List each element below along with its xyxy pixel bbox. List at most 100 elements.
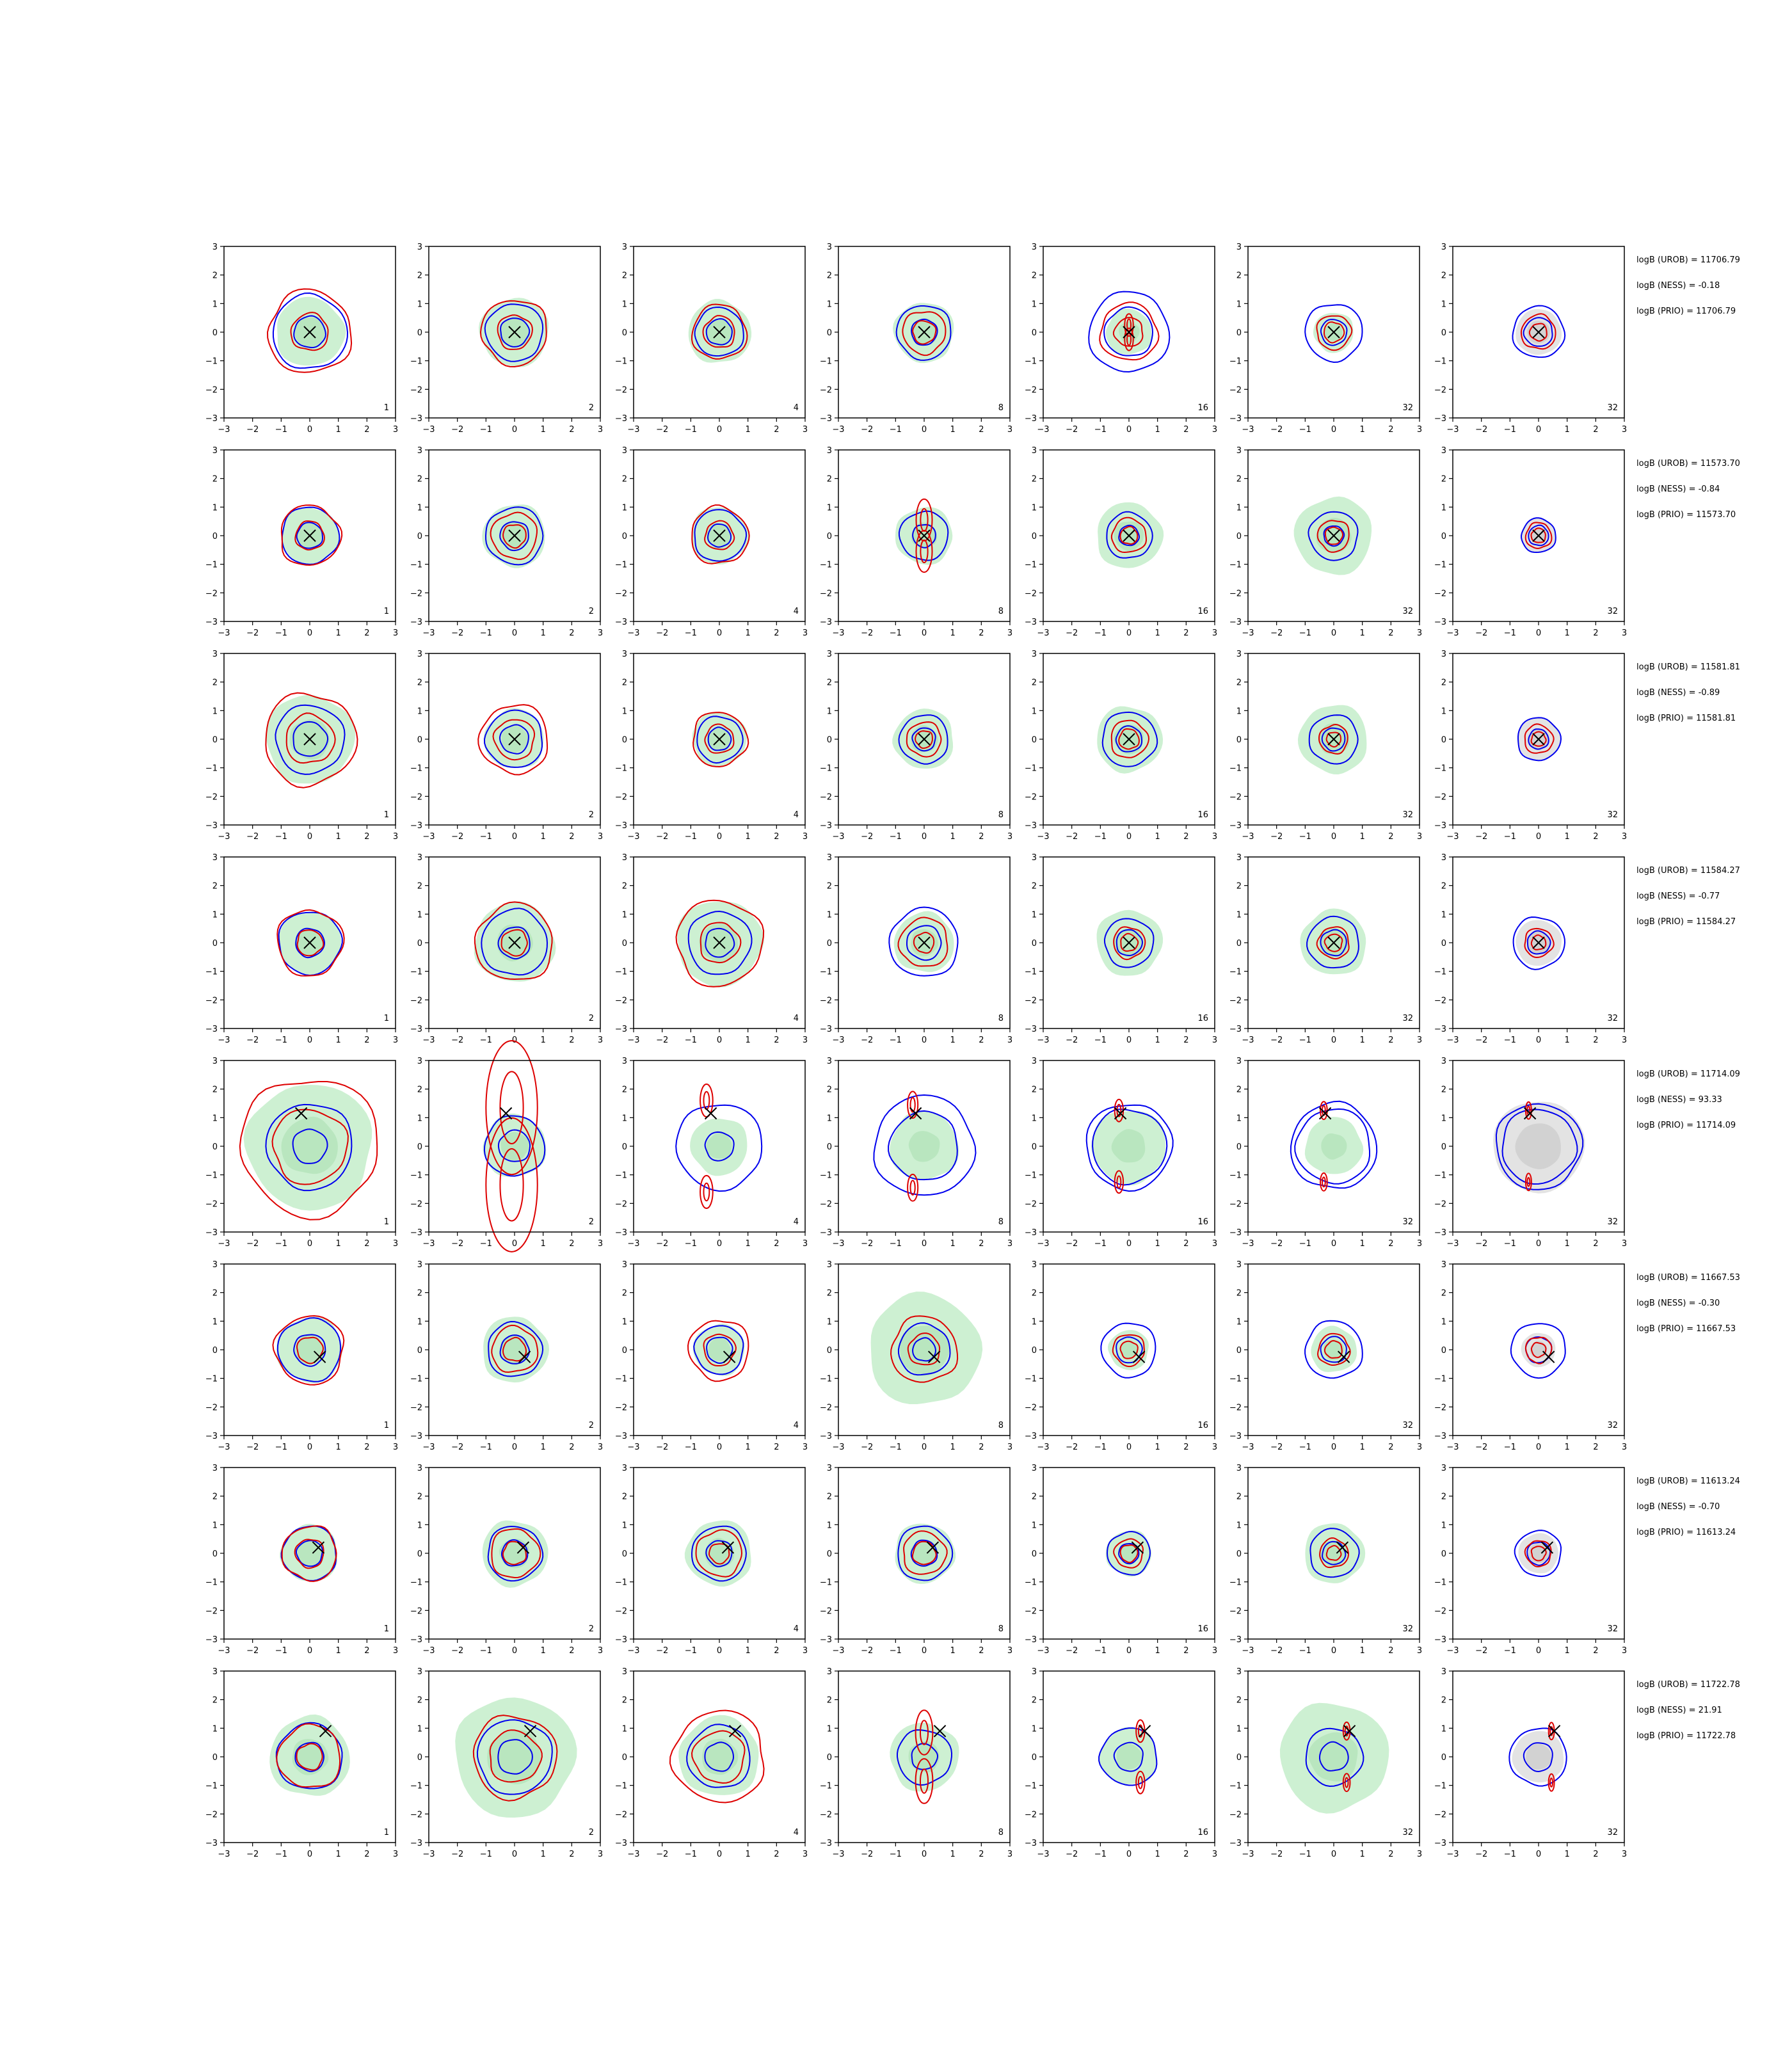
blue-contour — [280, 1525, 337, 1581]
x-tick-label: 1 — [950, 1443, 956, 1452]
y-tick-label: −1 — [1229, 357, 1242, 367]
y-tick-label: 0 — [1236, 1549, 1242, 1559]
y-tick-label: 0 — [212, 328, 218, 338]
x-tick-label: −2 — [1270, 628, 1283, 638]
y-tick-label: −3 — [820, 1839, 832, 1848]
y-tick-label: 0 — [827, 735, 832, 745]
x-tick-label: 3 — [598, 628, 603, 638]
x-tick-label: 2 — [1388, 1239, 1393, 1249]
y-tick-label: −1 — [1025, 1171, 1037, 1181]
y-tick-label: −1 — [1434, 764, 1446, 774]
y-tick-label: −2 — [205, 1810, 218, 1820]
x-tick-label: −2 — [1270, 1443, 1283, 1452]
y-tick-label: 1 — [1441, 1724, 1446, 1734]
y-tick-label: 1 — [1236, 1114, 1242, 1123]
panel-number-label: 1 — [384, 810, 389, 820]
y-tick-label: 3 — [417, 1464, 422, 1473]
y-tick-label: −3 — [615, 1635, 627, 1645]
x-tick-label: 0 — [307, 832, 312, 842]
x-tick-label: 2 — [774, 1850, 779, 1859]
y-tick-label: 3 — [212, 853, 218, 863]
red-contour — [1112, 317, 1144, 347]
x-tick-label: 2 — [1388, 832, 1393, 842]
log-bayes-label: logB (UROB) = 11722.78 — [1636, 1680, 1740, 1690]
blue-contour — [1512, 305, 1566, 358]
x-tick-label: 1 — [746, 425, 751, 435]
density-core — [500, 1132, 529, 1161]
x-tick-label: 0 — [717, 425, 722, 435]
x-tick-label: −1 — [890, 1443, 902, 1452]
red-contour — [1112, 1334, 1146, 1368]
y-tick-label: −3 — [1025, 1635, 1037, 1645]
y-tick-label: 1 — [1032, 1317, 1037, 1327]
y-tick-label: 2 — [212, 1085, 218, 1095]
x-tick-label: −2 — [861, 832, 873, 842]
x-tick-label: −1 — [1299, 628, 1311, 638]
x-tick-label: −1 — [890, 1850, 902, 1859]
y-tick-label: 0 — [1236, 1346, 1242, 1356]
x-tick-label: −2 — [451, 1443, 463, 1452]
y-tick-label: −1 — [205, 561, 218, 570]
blue-contour — [296, 522, 324, 549]
x-tick-label: 1 — [1155, 1443, 1160, 1452]
panel-number-label: 32 — [1402, 1014, 1413, 1023]
red-contour — [1530, 1546, 1547, 1562]
y-tick-label: 2 — [417, 1289, 422, 1299]
x-tick-label: −1 — [480, 628, 492, 638]
x-tick-label: 2 — [1388, 1036, 1393, 1045]
y-tick-label: −1 — [615, 1375, 627, 1384]
x-tick-label: 2 — [979, 425, 984, 435]
x-tick-label: 2 — [1388, 628, 1393, 638]
x-tick-label: 3 — [1007, 1646, 1012, 1656]
true-value-marker — [918, 733, 931, 746]
red-contour — [294, 520, 325, 551]
y-tick-label: −1 — [820, 1375, 832, 1384]
panel-number-label: 16 — [1197, 1421, 1208, 1430]
x-tick-label: 0 — [307, 1239, 312, 1249]
true-value-marker — [1123, 733, 1135, 746]
x-tick-label: −1 — [685, 1443, 697, 1452]
panel-r2-c5: −3 −2 −1 0 1 2 3 3 2 1 0 −1 −2 −3 16 — [1025, 446, 1217, 638]
x-tick-label: 0 — [922, 628, 927, 638]
y-tick-label: 0 — [622, 1346, 627, 1356]
red-contour — [1324, 1340, 1343, 1359]
y-tick-label: 3 — [1441, 1260, 1446, 1270]
blue-contour — [687, 910, 753, 975]
red-contour — [1325, 732, 1342, 748]
y-tick-label: 1 — [1441, 300, 1446, 309]
x-tick-label: 0 — [717, 1239, 722, 1249]
panel-r4-c2: −3 −2 −1 0 1 2 3 3 2 1 0 −1 −2 −3 2 — [410, 853, 603, 1045]
panel-number-label: 1 — [384, 1014, 389, 1023]
x-tick-label: −2 — [1475, 1646, 1487, 1656]
blue-contour — [265, 1103, 353, 1192]
x-tick-label: 3 — [1007, 425, 1012, 435]
x-tick-label: −2 — [246, 1239, 259, 1249]
red-contour — [691, 504, 750, 564]
y-tick-label: −1 — [1025, 357, 1037, 367]
x-tick-label: −1 — [890, 425, 902, 435]
y-tick-label: 2 — [1032, 1085, 1037, 1095]
true-value-marker — [516, 1541, 530, 1554]
x-tick-label: −1 — [1094, 628, 1107, 638]
y-tick-label: 2 — [1236, 271, 1242, 281]
log-bayes-label: logB (NESS) = -0.30 — [1636, 1299, 1720, 1308]
blue-contour — [1088, 291, 1171, 373]
x-tick-label: 1 — [1360, 1443, 1365, 1452]
x-tick-label: −2 — [656, 1239, 668, 1249]
x-tick-label: −1 — [685, 1036, 697, 1045]
y-tick-label: 2 — [212, 1289, 218, 1299]
blue-contour — [1113, 1741, 1144, 1772]
red-mode-contour-inner — [909, 1096, 916, 1113]
red-contour — [290, 312, 329, 351]
y-tick-label: 1 — [1236, 1317, 1242, 1327]
x-tick-label: −2 — [1066, 1239, 1078, 1249]
log-bayes-label: logB (PRIO) = 11667.53 — [1636, 1324, 1736, 1334]
y-tick-label: 3 — [1441, 650, 1446, 659]
y-tick-label: 1 — [1441, 1317, 1446, 1327]
red-mode-contour — [1114, 1170, 1124, 1194]
y-tick-label: 0 — [827, 328, 832, 338]
